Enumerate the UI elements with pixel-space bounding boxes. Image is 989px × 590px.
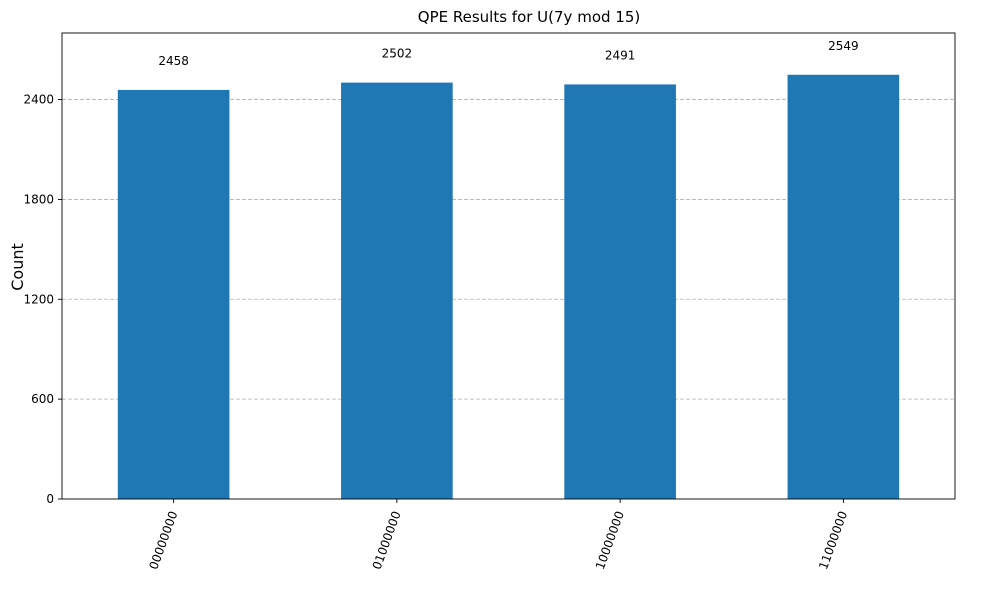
bar	[117, 89, 230, 499]
y-tick-label: 2400	[23, 93, 54, 107]
bar-value-label: 2502	[382, 47, 413, 61]
bar	[787, 74, 900, 500]
bar	[341, 82, 453, 500]
y-axis-ticks: 0 600 1200 1800 2400	[23, 93, 62, 506]
y-axis-label: Count	[8, 243, 27, 291]
y-tick-label: 0	[46, 492, 54, 506]
bars	[117, 74, 900, 500]
y-tick-label: 600	[31, 392, 54, 406]
data-labels: 2458 2502 2491 2549	[158, 39, 858, 68]
chart-title: QPE Results for U(7y mod 15)	[418, 8, 640, 26]
y-tick-label: 1800	[23, 192, 54, 206]
bar	[564, 84, 676, 500]
bar-value-label: 2458	[158, 54, 189, 68]
x-tick-label: 10000000	[593, 509, 627, 571]
x-axis-ticks: 00000000 01000000 10000000 11000000	[146, 499, 850, 571]
bar-value-label: 2549	[828, 39, 859, 53]
bar-value-label: 2491	[605, 48, 636, 62]
x-tick-label: 00000000	[146, 509, 180, 571]
x-tick-label: 11000000	[816, 509, 850, 571]
y-tick-label: 1200	[23, 292, 54, 306]
x-tick-label: 01000000	[370, 509, 404, 571]
plot-area-frame	[61, 32, 956, 500]
